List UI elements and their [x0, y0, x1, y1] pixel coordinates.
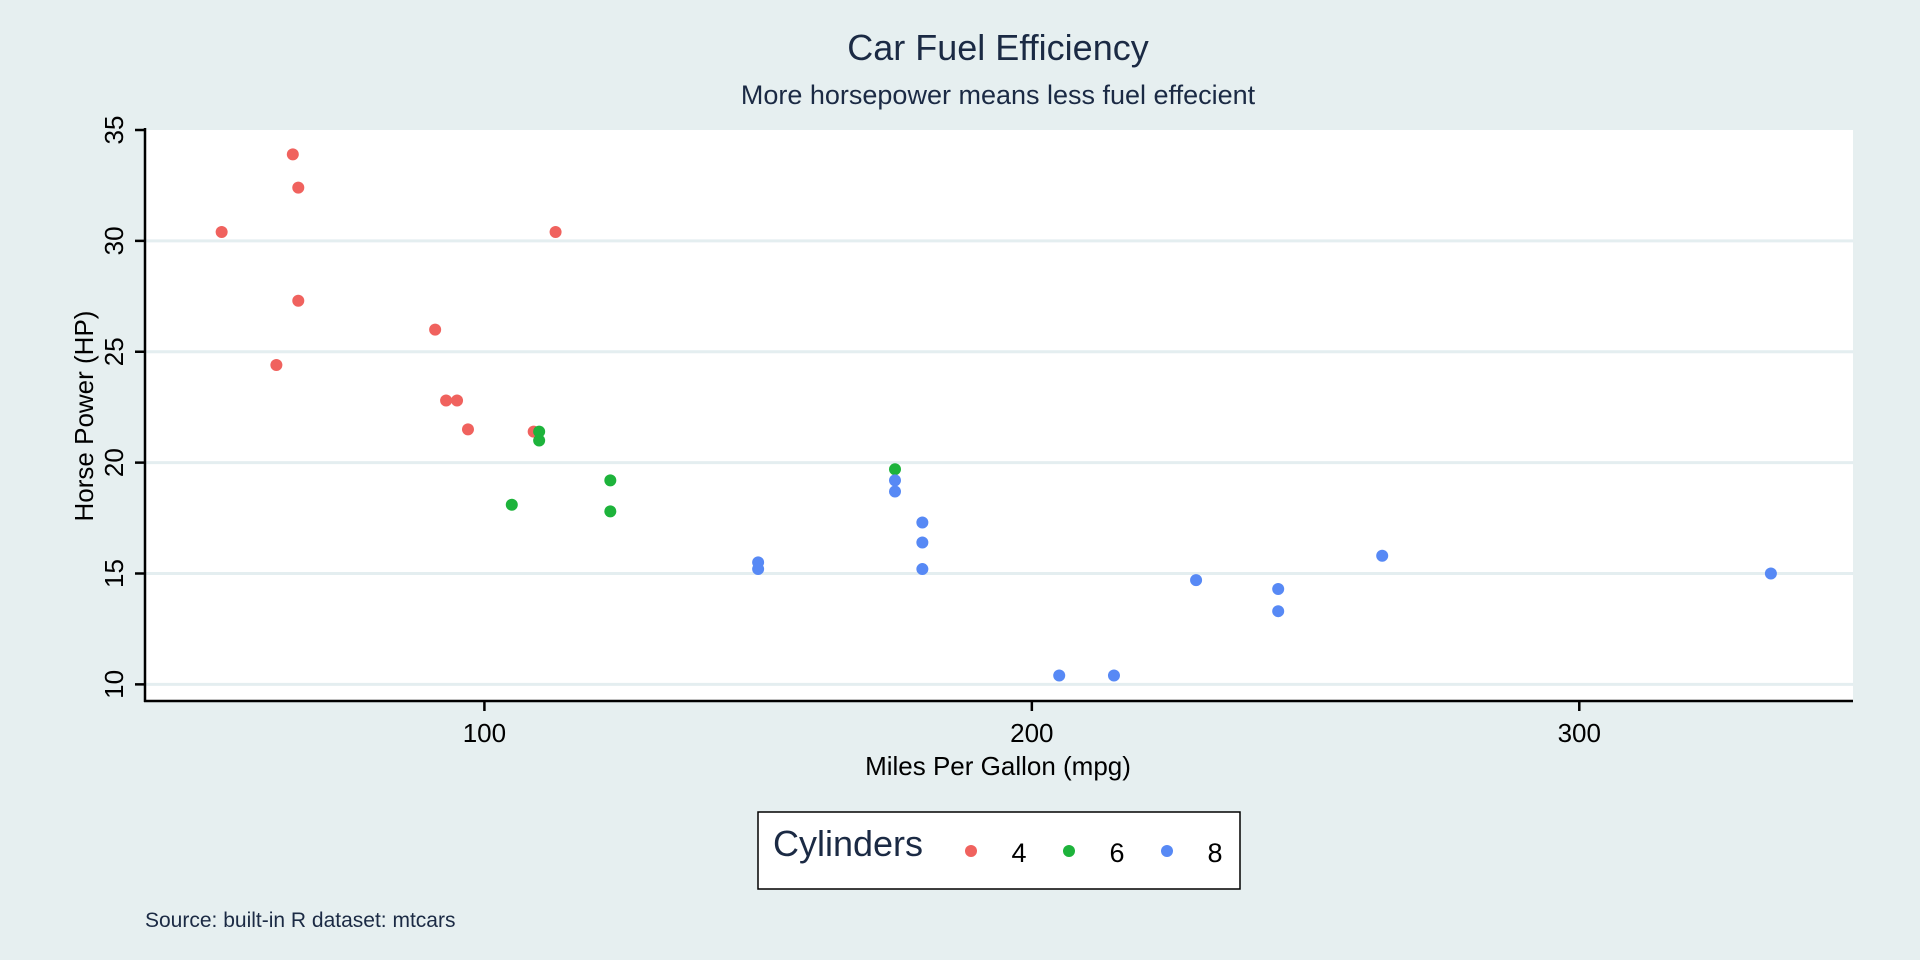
- legend: Cylinders 4 6 8: [757, 811, 1241, 890]
- data-point-cyl-4: [461, 423, 474, 436]
- x-tick-label: 300: [1558, 718, 1601, 748]
- legend-title: Cylinders: [773, 823, 923, 864]
- data-point-cyl-4: [270, 359, 283, 372]
- data-point-cyl-4: [292, 181, 305, 194]
- source-caption: Source: built-in R dataset: mtcars: [145, 909, 455, 932]
- data-point-cyl-4: [429, 323, 442, 336]
- legend-label-8: 8: [1207, 838, 1222, 868]
- data-point-cyl-6: [533, 425, 546, 438]
- data-point-cyl-6: [533, 434, 546, 447]
- y-tick-label: 35: [99, 116, 129, 145]
- data-point-cyl-8: [1053, 669, 1066, 682]
- data-point-cyl-8: [1764, 567, 1777, 580]
- data-point-cyl-8: [1272, 605, 1285, 618]
- y-axis-ticks: 10 15 20 25 30 35: [99, 116, 145, 699]
- x-tick-label: 200: [1010, 718, 1053, 748]
- chart-subtitle: More horsepower means less fuel effecien…: [741, 80, 1256, 110]
- x-tick-label: 100: [463, 718, 506, 748]
- plot-area: [145, 130, 1853, 701]
- y-tick-label: 25: [99, 337, 129, 366]
- legend-entries: 4 6 8: [965, 838, 1223, 868]
- data-point-cyl-8: [916, 563, 929, 576]
- y-axis-label: Horse Power (HP): [69, 311, 99, 522]
- data-point-cyl-6: [604, 505, 617, 518]
- data-point-cyl-6: [604, 474, 617, 487]
- data-point-cyl-4: [451, 394, 464, 407]
- gridlines: [145, 239, 1853, 686]
- data-point-cyl-8: [1107, 669, 1120, 682]
- legend-marker-6: [1063, 845, 1075, 857]
- legend-box: [757, 811, 1241, 890]
- data-point-cyl-4: [215, 226, 228, 239]
- data-point-cyl-4: [286, 148, 299, 161]
- data-points: [215, 148, 1777, 682]
- data-point-cyl-8: [888, 485, 901, 498]
- data-point-cyl-8: [916, 516, 929, 529]
- y-tick-label: 10: [99, 670, 129, 699]
- y-tick-label: 20: [99, 448, 129, 477]
- x-axis-ticks: 100 200 300: [463, 701, 1601, 748]
- chart-title: Car Fuel Efficiency: [847, 27, 1148, 68]
- y-tick-label: 30: [99, 226, 129, 255]
- y-tick-label: 15: [99, 559, 129, 588]
- data-point-cyl-8: [1376, 549, 1389, 562]
- data-point-cyl-6: [888, 463, 901, 476]
- data-point-cyl-4: [292, 294, 305, 307]
- data-point-cyl-8: [888, 474, 901, 487]
- legend-marker-8: [1161, 845, 1173, 857]
- legend-marker-4: [965, 845, 977, 857]
- data-point-cyl-8: [916, 536, 929, 549]
- data-point-cyl-6: [505, 498, 518, 511]
- data-point-cyl-8: [1190, 574, 1203, 587]
- data-point-cyl-4: [440, 394, 453, 407]
- x-axis-label: Miles Per Gallon (mpg): [865, 751, 1131, 781]
- data-point-cyl-4: [549, 226, 562, 239]
- data-point-cyl-8: [752, 563, 765, 576]
- data-point-cyl-8: [1272, 583, 1285, 596]
- legend-label-6: 6: [1109, 838, 1124, 868]
- legend-label-4: 4: [1011, 838, 1026, 868]
